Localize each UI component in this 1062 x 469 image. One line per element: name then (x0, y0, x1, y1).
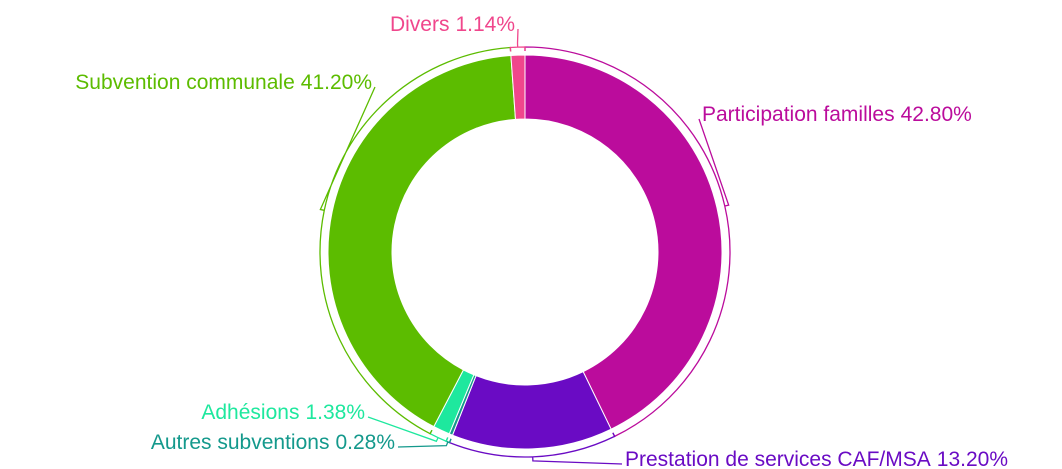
leader (509, 28, 526, 52)
value-label: 41.20% (301, 71, 372, 94)
slice (510, 54, 526, 120)
slice (451, 370, 612, 450)
category-name: Adhésions (201, 401, 299, 424)
value-label: 1.14% (455, 13, 515, 36)
donut (327, 54, 723, 450)
category-name: Autres subventions (151, 431, 330, 454)
value-label: 42.80% (901, 103, 972, 126)
leader (397, 437, 452, 448)
value-label: 0.28% (335, 431, 395, 454)
slice-label: Divers 1.14% (390, 13, 515, 36)
labels: Participation familles 42.80% Prestation d… (75, 13, 1008, 469)
slice-label: Adhésions 1.38% (201, 401, 365, 424)
slice-label: Autres subventions 0.28% (151, 431, 395, 454)
leader (448, 432, 623, 465)
leader (319, 46, 512, 435)
slice (524, 54, 723, 430)
value-label: 1.38% (305, 401, 365, 424)
category-name: Participation familles (702, 103, 895, 126)
category-name: Subvention communale (75, 71, 294, 94)
leader (524, 46, 731, 438)
value-label: 13.20% (937, 448, 1008, 469)
category-name: Divers (390, 13, 450, 36)
slice-label: Subvention communale 41.20% (75, 71, 372, 94)
slice-label: Participation familles 42.80% (702, 103, 972, 126)
category-name: Prestation de services CAF/MSA (625, 448, 931, 469)
slice (327, 54, 517, 428)
slice-label: Prestation de services CAF/MSA 13.20% (625, 448, 1008, 469)
